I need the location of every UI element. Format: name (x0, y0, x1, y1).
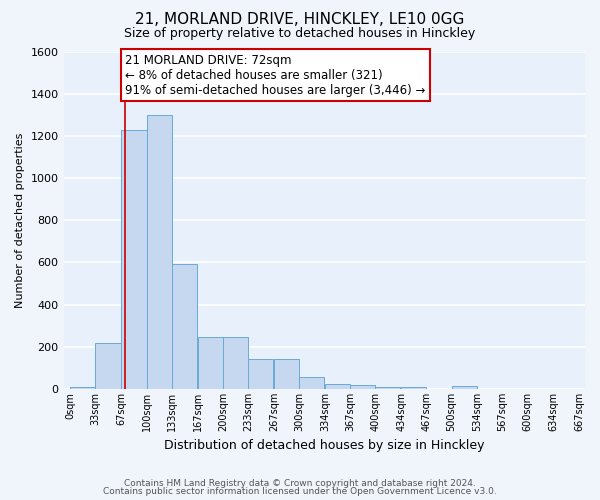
Text: Contains HM Land Registry data © Crown copyright and database right 2024.: Contains HM Land Registry data © Crown c… (124, 478, 476, 488)
Bar (350, 385, 376, 389)
Bar (299, 378, 324, 389)
Text: Contains public sector information licensed under the Open Government Licence v3: Contains public sector information licen… (103, 487, 497, 496)
Bar (376, 387, 400, 389)
Bar (452, 386, 477, 389)
Bar (95, 342, 121, 389)
Text: 21, MORLAND DRIVE, HINCKLEY, LE10 0GG: 21, MORLAND DRIVE, HINCKLEY, LE10 0GG (136, 12, 464, 28)
Bar (121, 130, 146, 389)
X-axis label: Distribution of detached houses by size in Hinckley: Distribution of detached houses by size … (164, 440, 485, 452)
Bar (172, 264, 197, 389)
Bar (401, 387, 427, 389)
Bar (70, 387, 95, 389)
Bar (274, 360, 299, 389)
Y-axis label: Number of detached properties: Number of detached properties (15, 132, 25, 308)
Text: 21 MORLAND DRIVE: 72sqm
← 8% of detached houses are smaller (321)
91% of semi-de: 21 MORLAND DRIVE: 72sqm ← 8% of detached… (125, 54, 425, 96)
Bar (197, 338, 223, 389)
Bar (223, 338, 248, 389)
Bar (146, 115, 172, 389)
Bar (325, 384, 350, 389)
Bar (248, 360, 273, 389)
Text: Size of property relative to detached houses in Hinckley: Size of property relative to detached ho… (124, 28, 476, 40)
